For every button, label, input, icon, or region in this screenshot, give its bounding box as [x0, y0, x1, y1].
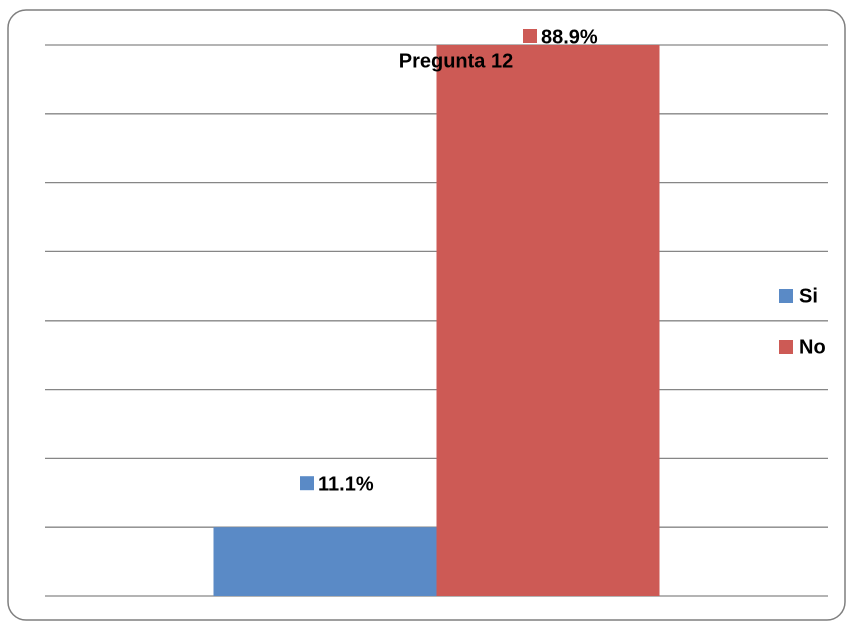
chart-title: Pregunta 12 [399, 50, 513, 72]
legend-label: No [799, 336, 826, 358]
data-label: 11.1% [318, 473, 374, 495]
bars [213, 45, 660, 596]
data-label-key [523, 29, 537, 43]
data-label-key [300, 476, 314, 491]
legend-label: Si [799, 285, 818, 307]
legend-key [779, 289, 793, 303]
bar [213, 527, 437, 596]
legend-key [779, 340, 793, 354]
data-label: 88.9% [541, 26, 598, 48]
bar [436, 45, 660, 596]
